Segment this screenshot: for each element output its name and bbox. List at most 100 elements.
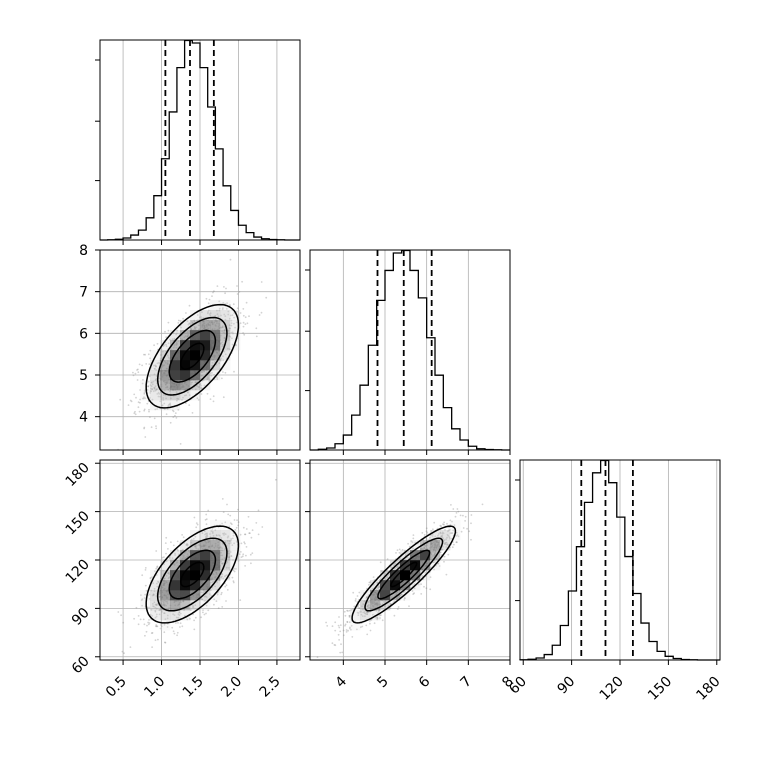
panel-1-2-point xyxy=(447,529,450,532)
panel-1-2-point xyxy=(451,520,453,523)
panel-0-1-point xyxy=(242,325,245,328)
panel-0-1-density-cell xyxy=(210,310,221,321)
panel-0-2-point xyxy=(221,575,224,578)
hist-0-steps xyxy=(100,39,300,241)
panel-0-1-density-cell xyxy=(170,400,181,411)
panel-0-2-point xyxy=(170,541,172,544)
panel-0-2-point xyxy=(196,523,199,526)
panel-1-2-point xyxy=(449,519,452,522)
panel-0-2-point xyxy=(144,567,147,569)
panel-0-1-point xyxy=(160,348,163,351)
panel-0-2-density-cell xyxy=(200,570,211,581)
panel-1-2-point xyxy=(367,594,370,596)
panel-0-1-point xyxy=(167,404,170,407)
panel-0-1-point xyxy=(156,393,159,395)
panel-0-2-point xyxy=(146,606,149,609)
panel-1-2-point xyxy=(374,616,377,619)
panel-1-2-density-cell xyxy=(440,530,451,541)
panel-1-2-point xyxy=(404,549,406,552)
panel-1-2-point xyxy=(414,541,417,544)
panel-0-2-point xyxy=(255,522,258,524)
panel-0-2-point xyxy=(142,618,145,621)
panel-0-2-point xyxy=(141,598,144,600)
panel-1-2-point xyxy=(377,586,379,589)
panel-0-1-contour-1 xyxy=(168,329,217,383)
panel-1-2-density-cell xyxy=(370,590,381,601)
panel-0-2-point xyxy=(195,522,198,524)
panel-0-2-point xyxy=(164,641,166,644)
panel-0-2-point xyxy=(239,599,242,601)
panel-1-2-point xyxy=(396,549,399,552)
panel-0-1-point xyxy=(143,391,146,394)
panel-0-1-point xyxy=(176,329,179,332)
panel-1-2-point xyxy=(464,520,466,522)
panel-0-2-density-cell xyxy=(170,600,181,611)
panel-0-2-point xyxy=(229,551,232,553)
panel-0-1-point xyxy=(155,365,157,368)
panel-0-1-point xyxy=(232,332,234,335)
panel-0-2-point xyxy=(171,626,174,629)
panel-0-2-point xyxy=(154,570,156,573)
panel-1-2-point xyxy=(429,576,432,578)
panel-0-2-density-cell xyxy=(190,540,201,551)
panel-0-2-point xyxy=(172,630,175,633)
panel-1-2-point xyxy=(397,606,400,608)
panel-0-1-point xyxy=(231,343,234,346)
panel-0-1-ytick-label-1: 5 xyxy=(79,368,88,384)
panel-1-2-density-cell xyxy=(370,600,381,611)
panel-0-2-point xyxy=(241,555,244,558)
panel-1-2-point xyxy=(378,586,380,589)
panel-1-2-point xyxy=(350,628,352,631)
panel-1-2-point xyxy=(342,629,345,632)
panel-0-1-point xyxy=(149,349,152,352)
panel-0-1-point xyxy=(181,399,183,401)
panel-0-2-density-cell xyxy=(160,570,171,581)
panel-0-2-point xyxy=(154,609,157,612)
panel-1-2-content xyxy=(316,503,484,658)
panel-0-2-point xyxy=(206,534,208,537)
panel-0-1-point xyxy=(162,345,165,348)
panel-0-2-point xyxy=(207,609,210,612)
panel-0-2-point xyxy=(158,591,161,593)
panel-1-2-point xyxy=(447,534,450,537)
panel-1-2-point xyxy=(339,624,342,626)
panel-0-1-point xyxy=(200,317,203,320)
panel-0-2-density-cell xyxy=(200,580,211,591)
panel-1-2-density-cell xyxy=(360,610,371,621)
panel-0-2-contour-0 xyxy=(180,561,205,588)
panel-0-2-point xyxy=(227,535,230,538)
panel-0-1-point xyxy=(180,390,182,393)
panel-1-2-point xyxy=(449,528,451,531)
panel-1-2-point xyxy=(394,568,397,571)
panel-0-1-point xyxy=(235,344,238,347)
panel-1-2-point xyxy=(445,543,448,546)
panel-0-2-point xyxy=(171,557,174,559)
panel-1-2-point xyxy=(367,611,370,613)
panel-1-2-point xyxy=(357,612,360,614)
panel-0-2-point xyxy=(215,534,218,537)
panel-0-2-point xyxy=(204,530,206,533)
panel-1-2-point xyxy=(333,644,336,646)
panel-1-2-point xyxy=(401,549,404,551)
panel-1-2-point xyxy=(396,608,399,610)
panel-1-2-point xyxy=(380,570,383,573)
panel-1-2-point xyxy=(442,532,445,535)
panel-0-2-point xyxy=(160,624,162,626)
panel-0-2-point xyxy=(236,519,239,522)
panel-0-2-point xyxy=(165,536,168,539)
panel-0-2-point xyxy=(168,556,171,559)
panel-0-2-point xyxy=(205,523,208,526)
panel-1-2-point xyxy=(356,628,358,631)
panel-0-2-density-cell xyxy=(180,580,191,591)
panel-1-2-point xyxy=(440,548,443,551)
panel-0-2-point xyxy=(218,534,220,537)
panel-1-2-point xyxy=(377,611,379,614)
panel-1-2-point xyxy=(364,615,366,618)
panel-0-2-density-cell xyxy=(170,580,181,591)
panel-0-1-contour-0 xyxy=(180,342,205,370)
panel-0-1-point xyxy=(134,372,137,375)
panel-0-2-content xyxy=(117,478,277,655)
panel-0-1-point xyxy=(174,412,177,414)
panel-0-2-point xyxy=(163,556,165,558)
